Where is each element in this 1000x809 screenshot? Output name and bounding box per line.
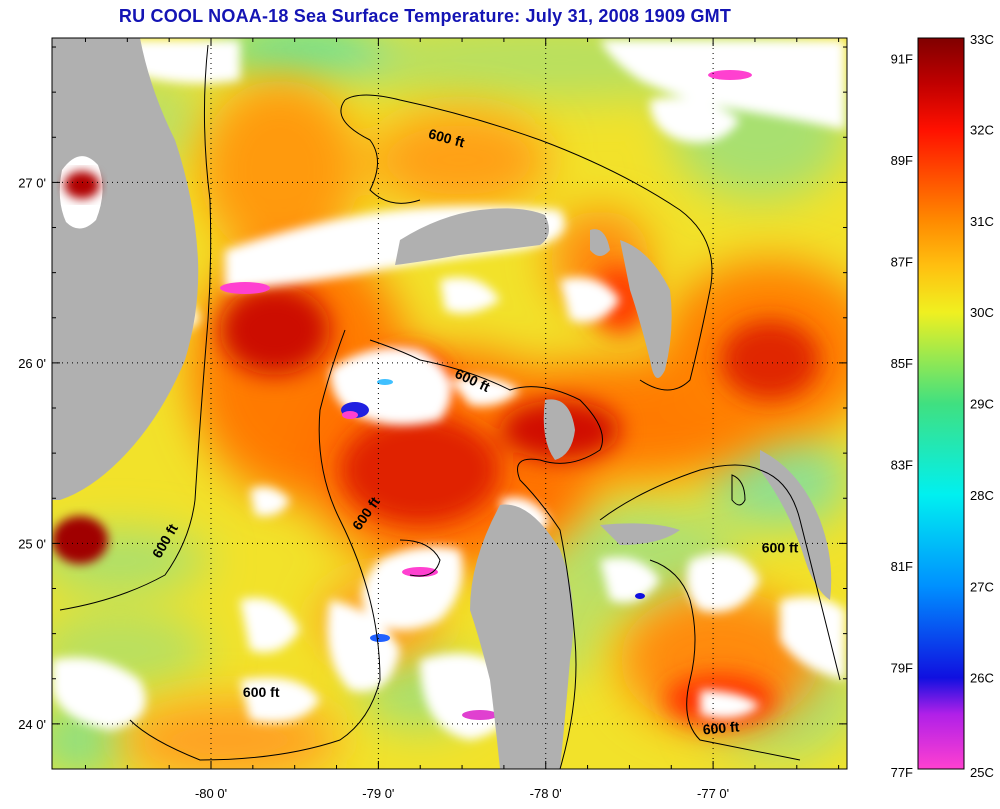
lon-tick-label: -80 0': [195, 786, 227, 801]
colorbar-fahrenheit-label: 85F: [891, 356, 913, 371]
lat-tick-label: 27 0': [18, 175, 46, 190]
colorbar-fahrenheit-label: 91F: [891, 51, 913, 66]
lon-tick-label: -79 0': [362, 786, 394, 801]
colorbar-celsius-label: 30C: [970, 305, 994, 320]
exuma-cays: [600, 523, 680, 545]
colorbar-celsius-label: 26C: [970, 671, 994, 686]
eleuthera: [760, 450, 832, 600]
berry-islands: [590, 229, 610, 256]
map-frame: [51, 37, 848, 770]
okeechobee-warm-patch: [64, 171, 100, 199]
colorbar-celsius-label: 31C: [970, 214, 994, 229]
colorbar-celsius-label: 33C: [970, 32, 994, 47]
colorbar: 33C 32C 31C 30C 29C 28C 27C 26C 25C 91F 89F 87F 85F 8…: [891, 32, 994, 780]
contour-label: 600 ft: [243, 684, 280, 700]
cold-edges: [220, 70, 752, 720]
axis-ticks: [52, 38, 847, 770]
colorbar-fahrenheit-label: 81F: [891, 559, 913, 574]
colorbar-fahrenheit-label: 89F: [891, 153, 913, 168]
map-title: RU COOL NOAA-18 Sea Surface Temperature:…: [118, 6, 732, 26]
isobath-contours: [59, 44, 841, 769]
colorbar-fahrenheit-label: 79F: [891, 660, 913, 675]
colorbar-celsius-label: 32C: [970, 122, 994, 137]
bimini-cay: [543, 399, 575, 460]
land-masses: [52, 38, 832, 769]
colorbar-celsius-label: 29C: [970, 397, 994, 412]
florida-peninsula: [52, 38, 199, 500]
colorbar-fahrenheit-label: 83F: [891, 457, 913, 472]
colorbar-ramp: [917, 37, 965, 770]
abaco: [620, 240, 672, 378]
colorbar-celsius-label: 28C: [970, 488, 994, 503]
grand-bahama: [395, 208, 549, 265]
colorbar-celsius-label: 25C: [970, 765, 994, 780]
colorbar-fahrenheit-label: 87F: [891, 254, 913, 269]
graticule: [52, 38, 847, 769]
contour-label: 600 ft: [762, 539, 799, 555]
andros-island: [470, 504, 574, 769]
lon-tick-label: -77 0': [697, 786, 729, 801]
colorbar-fahrenheit-label: 77F: [891, 765, 913, 780]
lat-tick-label: 24 0': [18, 717, 46, 732]
axis-labels: -80 0' -79 0' -78 0' -77 0' 27 0' 26 0' 25 0' 2…: [18, 175, 729, 801]
colorbar-labels: 33C 32C 31C 30C 29C 28C 27C 26C 25C 91F 89F 87F 85F 8…: [891, 32, 994, 780]
lon-tick-label: -78 0': [530, 786, 562, 801]
contour-label: 600 ft: [702, 718, 740, 737]
florida-bay-warm-patch: [52, 516, 108, 564]
lat-tick-label: 25 0': [18, 536, 46, 551]
colorbar-celsius-label: 27C: [970, 579, 994, 594]
lat-tick-label: 26 0': [18, 356, 46, 371]
